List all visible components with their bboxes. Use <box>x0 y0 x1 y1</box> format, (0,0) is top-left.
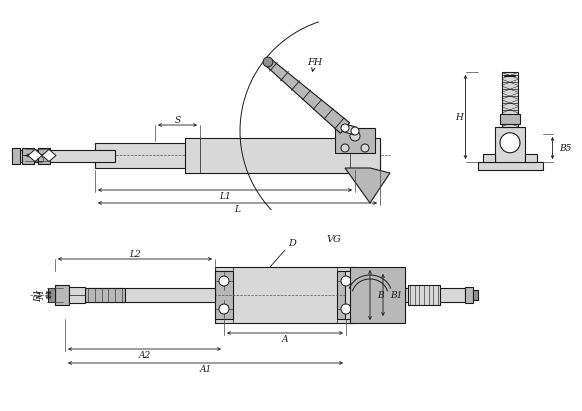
Bar <box>12 148 20 164</box>
Text: L1: L1 <box>219 192 231 201</box>
Polygon shape <box>345 168 390 203</box>
Circle shape <box>341 276 351 286</box>
Text: F1: F1 <box>45 153 54 158</box>
Polygon shape <box>42 150 56 162</box>
Text: L: L <box>235 205 240 213</box>
Bar <box>525 154 537 162</box>
Bar <box>185 138 380 173</box>
Bar <box>477 162 542 170</box>
Circle shape <box>500 133 520 153</box>
Text: D: D <box>288 238 296 247</box>
Bar <box>345 271 405 319</box>
Polygon shape <box>344 124 356 135</box>
Text: A1: A1 <box>200 365 212 374</box>
Bar <box>215 267 355 323</box>
Bar <box>350 267 405 323</box>
Bar <box>38 148 50 164</box>
Text: FH: FH <box>307 58 322 67</box>
Text: F2: F2 <box>31 153 40 158</box>
Text: A: A <box>282 335 288 344</box>
Bar <box>20 150 115 162</box>
Circle shape <box>263 57 273 67</box>
Bar <box>483 154 495 162</box>
Text: H: H <box>456 113 463 122</box>
Bar <box>85 288 215 302</box>
Circle shape <box>341 144 349 152</box>
Text: M: M <box>37 291 47 300</box>
Polygon shape <box>28 150 42 162</box>
Bar <box>95 143 380 168</box>
Text: A2: A2 <box>139 351 151 360</box>
Text: VG: VG <box>327 235 342 244</box>
Bar <box>85 288 125 302</box>
Text: B5: B5 <box>559 143 572 152</box>
Bar <box>69 287 85 303</box>
Bar <box>22 148 34 164</box>
Circle shape <box>351 127 359 135</box>
Circle shape <box>219 276 229 286</box>
Text: D1: D1 <box>34 289 44 302</box>
Polygon shape <box>265 59 350 133</box>
Text: S: S <box>175 115 180 125</box>
Bar <box>495 127 525 162</box>
Circle shape <box>341 304 351 314</box>
Text: C1: C1 <box>37 149 47 162</box>
Bar <box>48 288 55 302</box>
Bar <box>335 128 375 153</box>
Bar <box>408 285 440 305</box>
Circle shape <box>350 131 360 141</box>
Circle shape <box>219 304 229 314</box>
Bar <box>502 72 518 127</box>
Bar <box>465 287 473 303</box>
Bar <box>405 288 465 302</box>
Bar <box>473 290 478 300</box>
Text: B: B <box>377 291 384 300</box>
Bar <box>215 271 233 319</box>
Bar <box>500 114 520 124</box>
Bar <box>55 285 69 305</box>
Text: L2: L2 <box>129 249 141 259</box>
Bar <box>337 271 355 319</box>
Circle shape <box>341 124 349 132</box>
Text: B1: B1 <box>390 291 402 300</box>
Circle shape <box>361 144 369 152</box>
